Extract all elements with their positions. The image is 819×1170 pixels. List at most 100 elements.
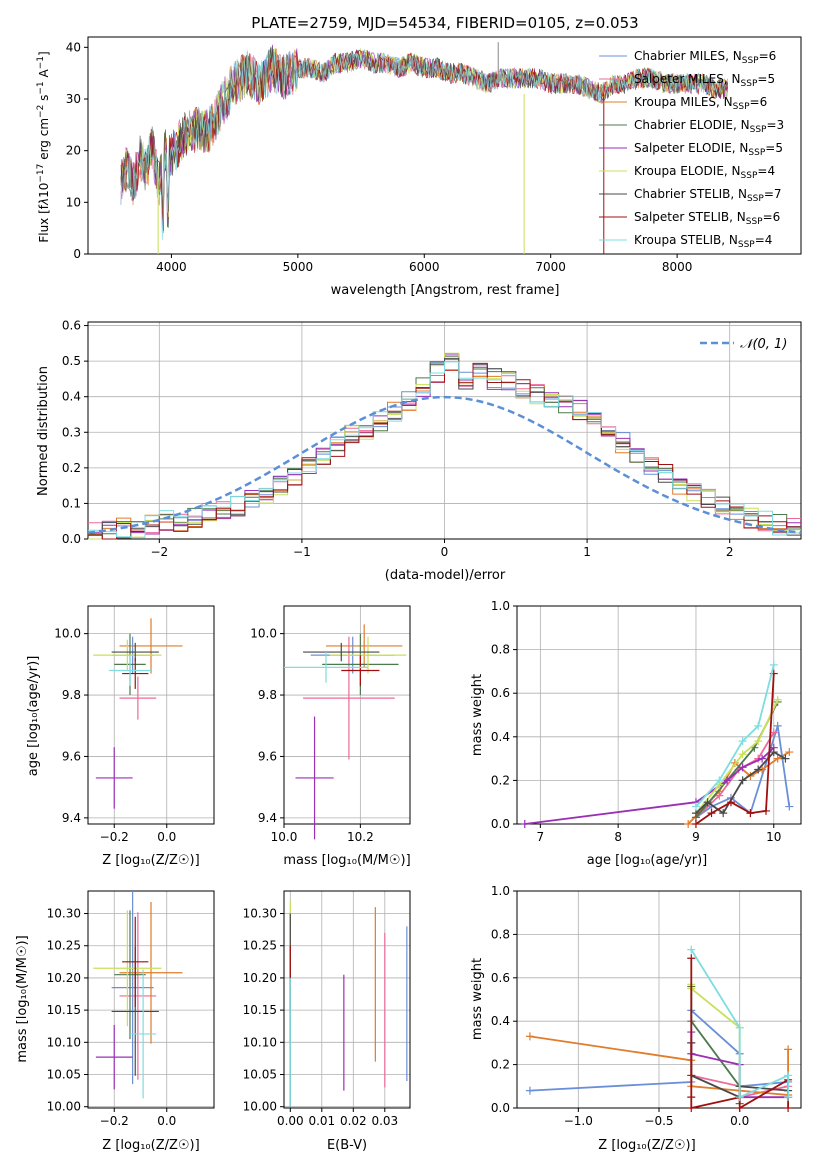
- spectrum-y-label: Flux [fλ10−17 erg cm−2 s−1 A−1]: [36, 51, 51, 242]
- y-tick-label: 20: [66, 144, 81, 158]
- x-tick-label: 8: [614, 830, 622, 844]
- y-tick-label: 0.0: [62, 532, 81, 546]
- x-tick-label: 5000: [283, 260, 314, 274]
- marker-salpeter-stelib: [726, 798, 735, 807]
- y-tick-label: 0.5: [62, 354, 81, 368]
- line-chabrier-miles: [695, 725, 791, 819]
- marker-kroupa-stelib: [735, 1023, 744, 1032]
- y-tick-label: 10.20: [47, 971, 81, 985]
- x-tick-label: 0.02: [340, 1114, 367, 1128]
- marker-salpeter-elodie: [738, 763, 747, 772]
- marker-chabrier-stelib: [719, 809, 728, 818]
- normal-curve: [87, 395, 802, 535]
- mass-weight-vs-Z-axes: −1.0 −0.5 0.0 0.0 0.2 0.4 0.6 0.8 1.0: [491, 884, 802, 1128]
- x-tick-label: 7000: [535, 260, 566, 274]
- x-tick-label: 0: [441, 545, 449, 559]
- residuals-x-label: (data-model)/error: [385, 568, 506, 583]
- figure-title: PLATE=2759, MJD=54534, FIBERID=0105, z=0…: [251, 14, 638, 32]
- mass-vs-Z-axes: −0.2 0.0 10.00 10.05 10.10 10.15 10.20 10.25 10.…: [47, 890, 215, 1128]
- y-tick-label: 0.3: [62, 425, 81, 439]
- axes-frame: [283, 605, 411, 825]
- legend-label-chabrier-miles: Chabrier MILES, NSSP=6: [634, 49, 776, 66]
- y-tick-label: 0.6: [62, 319, 81, 333]
- marker-kroupa-stelib: [687, 945, 696, 954]
- marker-kroupa-stelib: [691, 802, 700, 811]
- marker-kroupa-elodie: [754, 737, 763, 746]
- marker-salpeter-stelib: [784, 1104, 793, 1112]
- residuals-axes: −2 −1 0 1 2 0.0 0.1 0.2 0.3 0.4 0.5 0.6: [62, 319, 802, 559]
- age-vs-mass-x-label: mass [log₁₀(M/M☉)]: [283, 853, 410, 868]
- y-tick-label: 10.30: [243, 907, 277, 921]
- x-tick-label: 0.0: [157, 830, 176, 844]
- x-tick-label: 0.0: [157, 1114, 176, 1128]
- x-tick-label: 4000: [156, 260, 187, 274]
- mass-vs-Z-x-label: Z [log₁₀(Z/Z☉)]: [102, 1138, 199, 1153]
- marker-chabrier-miles: [525, 1086, 534, 1095]
- y-tick-label: 9.4: [62, 811, 81, 825]
- marker-kroupa-stelib: [738, 737, 747, 746]
- x-tick-label: 1: [583, 545, 591, 559]
- marker-kroupa-miles: [773, 754, 782, 763]
- marker-kroupa-stelib: [754, 721, 763, 730]
- y-tick-label: 10.15: [47, 1003, 81, 1017]
- y-tick-label: 30: [66, 92, 81, 106]
- x-tick-label: 6000: [409, 260, 440, 274]
- age-vs-mass-axes: 10.0 10.2 9.4 9.6 9.8 10.0: [250, 605, 411, 844]
- spectrum-lines: [120, 42, 729, 254]
- y-tick-label: 9.8: [62, 688, 81, 702]
- residuals-legend: 𝒩(0, 1): [700, 337, 787, 352]
- marker-kroupa-miles: [784, 1045, 793, 1054]
- spectrum-line-kroupa-stelib: [120, 49, 728, 241]
- mass-weight-vs-age-axes: 7 8 9 10 0.0 0.2 0.4 0.6 0.8 1.0: [491, 599, 802, 844]
- x-tick-label: 7: [537, 830, 545, 844]
- legend-label-kroupa-miles: Kroupa MILES, NSSP=6: [634, 95, 767, 112]
- line-salpeter-elodie: [524, 747, 775, 825]
- marker-salpeter-elodie: [723, 776, 732, 785]
- x-tick-label: 10: [766, 830, 781, 844]
- y-tick-label: 9.6: [62, 749, 81, 763]
- y-tick-label: 10.0: [250, 627, 277, 641]
- y-tick-label: 0.4: [62, 390, 81, 404]
- marker-chabrier-miles: [785, 802, 794, 811]
- mass-weight-vs-Z-panel: Z [log₁₀(Z/Z☉)] mass weight −1.0 −0.5 0.0 0…: [470, 884, 802, 1153]
- mass-vs-Z-panel: Z [log₁₀(Z/Z☉)] mass [log₁₀(M/M☉)] −0.2 0…: [15, 890, 215, 1153]
- axes-frame: [87, 890, 215, 1109]
- x-tick-label: −1.0: [564, 1114, 593, 1128]
- mass-vs-Z-y-label: mass [log₁₀(M/M☉)]: [15, 935, 30, 1062]
- x-tick-label: −0.5: [644, 1114, 673, 1128]
- marker-kroupa-stelib: [769, 660, 778, 669]
- y-tick-label: 0.0: [491, 817, 510, 831]
- x-tick-label: −1: [293, 545, 311, 559]
- legend-label-chabrier-stelib: Chabrier STELIB, NSSP=7: [634, 187, 782, 204]
- marker-salpeter-stelib: [687, 1093, 696, 1102]
- residuals-histograms: [87, 352, 802, 540]
- marker-salpeter-stelib: [735, 1104, 744, 1112]
- residuals-y-label: Normed distribution: [36, 366, 51, 496]
- marker-salpeter-elodie: [758, 754, 767, 763]
- line-chabrier-miles: [529, 1008, 789, 1092]
- y-tick-label: 10.10: [47, 1035, 81, 1049]
- x-tick-label: 10.0: [271, 830, 298, 844]
- legend-label-kroupa-elodie: Kroupa ELODIE, NSSP=4: [634, 164, 775, 181]
- marker-chabrier-stelib: [769, 748, 778, 757]
- x-tick-label: 2: [726, 545, 734, 559]
- mass-weight-vs-age-x-label: age [log₁₀(age/yr)]: [587, 853, 708, 868]
- y-tick-label: 0.6: [491, 971, 510, 985]
- y-tick-label: 10.0: [54, 627, 81, 641]
- x-tick-label: 9: [692, 830, 700, 844]
- y-tick-label: 10.05: [243, 1068, 277, 1082]
- y-tick-label: 10.15: [243, 1003, 277, 1017]
- residuals-panel: (data-model)/error Normed distribution −…: [36, 319, 802, 583]
- spectrum-lines-clipped: [120, 42, 729, 254]
- marker-salpeter-stelib: [691, 820, 700, 828]
- y-tick-label: 0.8: [491, 643, 510, 657]
- marker-salpeter-stelib: [707, 809, 716, 818]
- y-tick-label: 10.25: [243, 939, 277, 953]
- legend-label-salpeter-elodie: Salpeter ELODIE, NSSP=5: [634, 141, 783, 158]
- spectrum-legend: Chabrier MILES, NSSP=6 Salpeter MILES, NS…: [599, 49, 784, 250]
- marker-kroupa-miles: [785, 748, 794, 757]
- marker-kroupa-stelib: [784, 1071, 793, 1080]
- y-tick-label: 0.4: [491, 1014, 510, 1028]
- legend-label-chabrier-elodie: Chabrier ELODIE, NSSP=3: [634, 118, 784, 135]
